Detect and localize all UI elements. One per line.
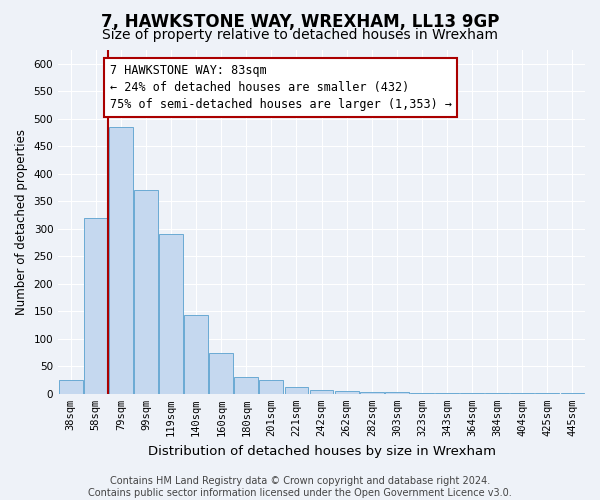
Text: 7, HAWKSTONE WAY, WREXHAM, LL13 9GP: 7, HAWKSTONE WAY, WREXHAM, LL13 9GP xyxy=(101,12,499,30)
Bar xyxy=(159,234,183,394)
Bar xyxy=(209,352,233,394)
Bar xyxy=(435,392,459,394)
Bar xyxy=(410,392,434,394)
Bar xyxy=(259,380,283,394)
Text: Size of property relative to detached houses in Wrexham: Size of property relative to detached ho… xyxy=(102,28,498,42)
Bar xyxy=(235,378,258,394)
Bar xyxy=(84,218,108,394)
Bar xyxy=(335,391,359,394)
Bar xyxy=(134,190,158,394)
Bar xyxy=(109,127,133,394)
Bar xyxy=(385,392,409,394)
Bar xyxy=(310,390,334,394)
Bar xyxy=(184,315,208,394)
Bar xyxy=(284,386,308,394)
X-axis label: Distribution of detached houses by size in Wrexham: Distribution of detached houses by size … xyxy=(148,444,496,458)
Bar xyxy=(360,392,383,394)
Text: Contains HM Land Registry data © Crown copyright and database right 2024.
Contai: Contains HM Land Registry data © Crown c… xyxy=(88,476,512,498)
Bar xyxy=(59,380,83,394)
Y-axis label: Number of detached properties: Number of detached properties xyxy=(15,129,28,315)
Text: 7 HAWKSTONE WAY: 83sqm
← 24% of detached houses are smaller (432)
75% of semi-de: 7 HAWKSTONE WAY: 83sqm ← 24% of detached… xyxy=(110,64,452,111)
